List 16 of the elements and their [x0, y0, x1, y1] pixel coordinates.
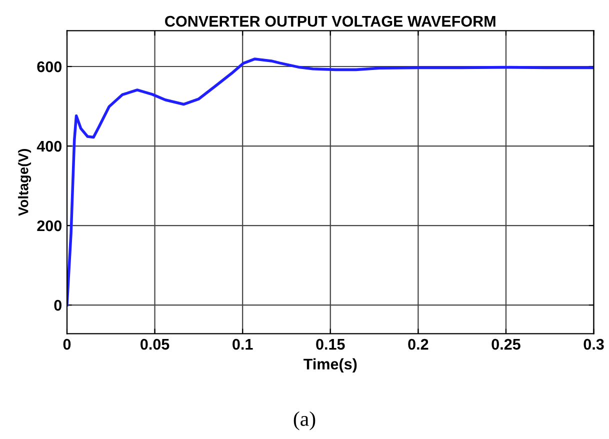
x-tick-label: 0.2 — [408, 338, 428, 350]
line-series — [66, 58, 594, 306]
x-tick-label: 0.1 — [232, 338, 253, 350]
y-tick-label: 200 — [37, 220, 62, 232]
y-tick-label: 600 — [37, 61, 62, 72]
chart-title: CONVERTER OUTPUT VOLTAGE WAVEFORM — [165, 16, 496, 27]
x-tick-label: 0.3 — [584, 338, 604, 350]
text: (a) — [294, 411, 316, 430]
y-tick-label: 0 — [54, 300, 62, 311]
x-tick-label: 0.15 — [316, 338, 345, 350]
x-tick-label: 0.05 — [140, 338, 170, 350]
y-tick-label: 400 — [36, 140, 62, 152]
x-tick-label: 0.25 — [492, 338, 520, 350]
y-axis-title: Voltage(V) — [18, 149, 32, 216]
x-axis-title: Time(s) — [304, 358, 357, 373]
x-tick-label: 0 — [63, 338, 71, 350]
